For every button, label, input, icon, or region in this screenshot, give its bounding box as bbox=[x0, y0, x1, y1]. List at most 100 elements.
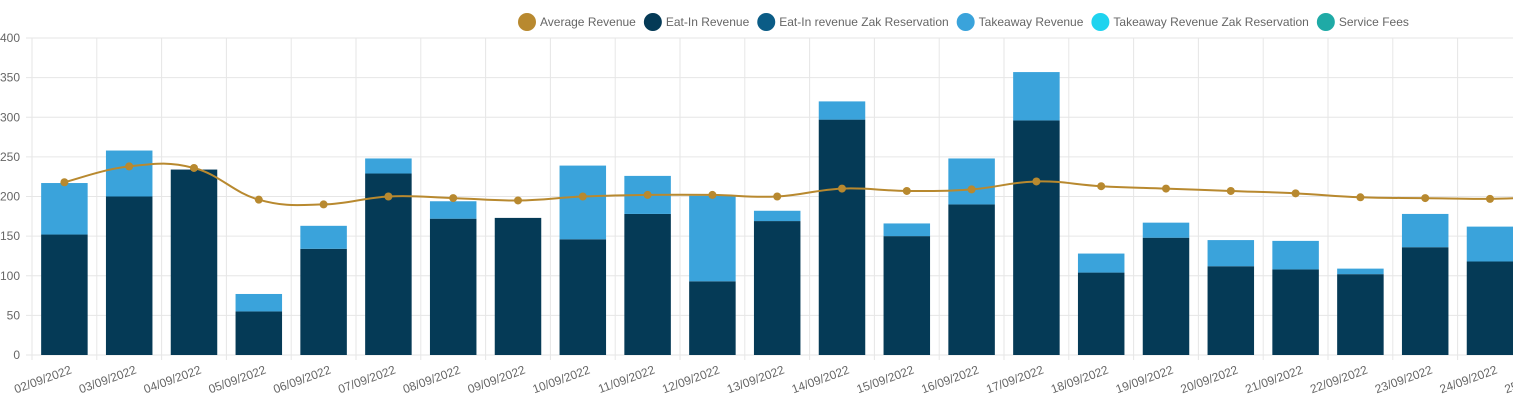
y-tick-label: 200 bbox=[0, 190, 20, 204]
average-revenue-point-0[interactable] bbox=[60, 178, 69, 187]
average-revenue-point-8[interactable] bbox=[578, 192, 587, 201]
average-revenue-point-11[interactable] bbox=[773, 192, 782, 201]
y-tick-label: 250 bbox=[0, 150, 20, 164]
bar-takeaway-revenue-15[interactable] bbox=[1013, 72, 1060, 121]
legend-label: Takeaway Revenue bbox=[979, 15, 1084, 29]
legend-item-eat-in-revenue[interactable]: Eat-In Revenue bbox=[643, 13, 750, 31]
bar-takeaway-revenue-21[interactable] bbox=[1401, 213, 1449, 248]
legend-swatch bbox=[956, 13, 975, 31]
legend-item-eat-in-revenue-zak-reservation[interactable]: Eat-In revenue Zak Reservation bbox=[757, 13, 949, 31]
x-tick-label: 04/09/2022 bbox=[142, 363, 204, 397]
average-revenue-point-3[interactable] bbox=[254, 195, 263, 204]
bar-takeaway-revenue-22[interactable] bbox=[1466, 226, 1513, 262]
y-tick-label: 300 bbox=[0, 110, 20, 124]
average-revenue-point-7[interactable] bbox=[514, 196, 522, 205]
bar-eat-in-revenue-1[interactable] bbox=[105, 196, 153, 356]
bar-eat-in-revenue-6[interactable] bbox=[429, 218, 477, 355]
bar-eat-in-revenue-18[interactable] bbox=[1207, 266, 1255, 355]
bar-takeaway-revenue-18[interactable] bbox=[1207, 240, 1255, 267]
legend[interactable]: Average Revenue Eat-In Revenue Eat-In reve… bbox=[518, 13, 1409, 31]
bar-takeaway-revenue-13[interactable] bbox=[883, 223, 931, 237]
bar-eat-in-revenue-17[interactable] bbox=[1142, 237, 1190, 355]
legend-swatch bbox=[643, 13, 662, 31]
legend-item-average-revenue[interactable]: Average Revenue bbox=[518, 13, 636, 31]
y-tick-label: 350 bbox=[0, 71, 20, 85]
bar-eat-in-revenue-10[interactable] bbox=[689, 281, 736, 355]
legend-swatch bbox=[1091, 13, 1110, 31]
average-revenue-point-20[interactable] bbox=[1356, 193, 1365, 202]
bar-eat-in-revenue-20[interactable] bbox=[1337, 274, 1384, 355]
x-tick-label: 18/09/2022 bbox=[1049, 363, 1111, 397]
average-revenue-point-18[interactable] bbox=[1226, 186, 1235, 195]
bar-takeaway-revenue-17[interactable] bbox=[1142, 222, 1190, 238]
average-revenue-point-2[interactable] bbox=[190, 163, 198, 172]
x-tick-label: 09/09/2022 bbox=[466, 363, 528, 397]
bar-eat-in-revenue-12[interactable] bbox=[818, 119, 866, 355]
bar-takeaway-revenue-3[interactable] bbox=[235, 293, 283, 312]
bar-eat-in-revenue-0[interactable] bbox=[41, 234, 88, 355]
bar-eat-in-revenue-13[interactable] bbox=[883, 236, 931, 355]
bar-eat-in-revenue-21[interactable] bbox=[1401, 247, 1449, 355]
bar-eat-in-revenue-11[interactable] bbox=[753, 221, 801, 355]
average-revenue-point-5[interactable] bbox=[384, 192, 393, 201]
average-revenue-point-13[interactable] bbox=[902, 186, 911, 195]
bar-eat-in-revenue-9[interactable] bbox=[624, 213, 671, 355]
bar-takeaway-revenue-10[interactable] bbox=[689, 195, 736, 282]
y-tick-label: 100 bbox=[0, 269, 20, 283]
bar-eat-in-revenue-15[interactable] bbox=[1013, 120, 1060, 355]
bar-takeaway-revenue-4[interactable] bbox=[300, 225, 347, 249]
bar-eat-in-revenue-4[interactable] bbox=[300, 248, 347, 355]
x-tick-label: 21/09/2022 bbox=[1243, 363, 1305, 397]
legend-label: Takeaway Revenue Zak Reservation bbox=[1113, 15, 1308, 29]
bar-takeaway-revenue-12[interactable] bbox=[818, 101, 866, 120]
bar-eat-in-revenue-16[interactable] bbox=[1077, 272, 1125, 355]
legend-item-service-fees[interactable]: Service Fees bbox=[1316, 13, 1409, 31]
average-revenue-point-1[interactable] bbox=[125, 162, 134, 171]
bar-eat-in-revenue-2[interactable] bbox=[170, 169, 218, 355]
legend-item-takeaway-revenue[interactable]: Takeaway Revenue bbox=[956, 13, 1084, 31]
average-revenue-point-22[interactable] bbox=[1486, 194, 1494, 203]
bar-eat-in-revenue-7[interactable] bbox=[494, 217, 542, 355]
legend-swatch bbox=[518, 13, 536, 31]
bar-takeaway-revenue-1[interactable] bbox=[105, 150, 153, 197]
average-revenue-point-12[interactable] bbox=[838, 184, 846, 193]
bar-takeaway-revenue-19[interactable] bbox=[1272, 240, 1319, 270]
average-revenue-point-16[interactable] bbox=[1097, 182, 1106, 191]
bar-eat-in-revenue-19[interactable] bbox=[1272, 269, 1319, 355]
average-revenue-point-14[interactable] bbox=[967, 185, 976, 194]
legend-label: Eat-In Revenue bbox=[666, 15, 750, 29]
average-revenue-point-4[interactable] bbox=[319, 200, 328, 209]
x-tick-label: 06/09/2022 bbox=[271, 363, 333, 397]
average-revenue-point-6[interactable] bbox=[449, 194, 458, 203]
average-revenue-point-17[interactable] bbox=[1162, 184, 1170, 193]
x-tick-label: 25/09/2022 bbox=[1503, 363, 1513, 397]
average-revenue-point-15[interactable] bbox=[1032, 177, 1041, 186]
average-revenue-point-10[interactable] bbox=[708, 190, 717, 199]
average-revenue-point-9[interactable] bbox=[643, 190, 652, 199]
bar-eat-in-revenue-8[interactable] bbox=[559, 239, 607, 355]
bar-takeaway-revenue-11[interactable] bbox=[753, 210, 801, 222]
bar-takeaway-revenue-0[interactable] bbox=[41, 183, 88, 235]
bar-takeaway-revenue-6[interactable] bbox=[429, 201, 477, 219]
y-tick-label: 50 bbox=[7, 308, 21, 322]
bar-takeaway-revenue-14[interactable] bbox=[948, 158, 995, 205]
x-tick-label: 23/09/2022 bbox=[1373, 363, 1435, 397]
bar-eat-in-revenue-22[interactable] bbox=[1466, 261, 1513, 355]
legend-item-takeaway-revenue-zak-reservation[interactable]: Takeaway Revenue Zak Reservation bbox=[1091, 13, 1309, 31]
x-tick-label: 14/09/2022 bbox=[790, 363, 852, 397]
bar-takeaway-revenue-8[interactable] bbox=[559, 165, 607, 240]
bar-eat-in-revenue-3[interactable] bbox=[235, 311, 283, 355]
average-revenue-point-21[interactable] bbox=[1421, 194, 1430, 203]
bar-eat-in-revenue-5[interactable] bbox=[365, 173, 412, 355]
x-tick-label: 15/09/2022 bbox=[855, 363, 917, 397]
average-revenue-point-19[interactable] bbox=[1291, 189, 1300, 198]
bar-eat-in-revenue-14[interactable] bbox=[948, 204, 995, 355]
y-tick-label: 400 bbox=[0, 31, 20, 45]
bar-takeaway-revenue-5[interactable] bbox=[365, 158, 412, 174]
bar-takeaway-revenue-16[interactable] bbox=[1077, 253, 1125, 273]
x-tick-label: 12/09/2022 bbox=[660, 363, 722, 397]
bar-takeaway-revenue-20[interactable] bbox=[1337, 268, 1384, 275]
legend-label: Average Revenue bbox=[540, 15, 636, 29]
